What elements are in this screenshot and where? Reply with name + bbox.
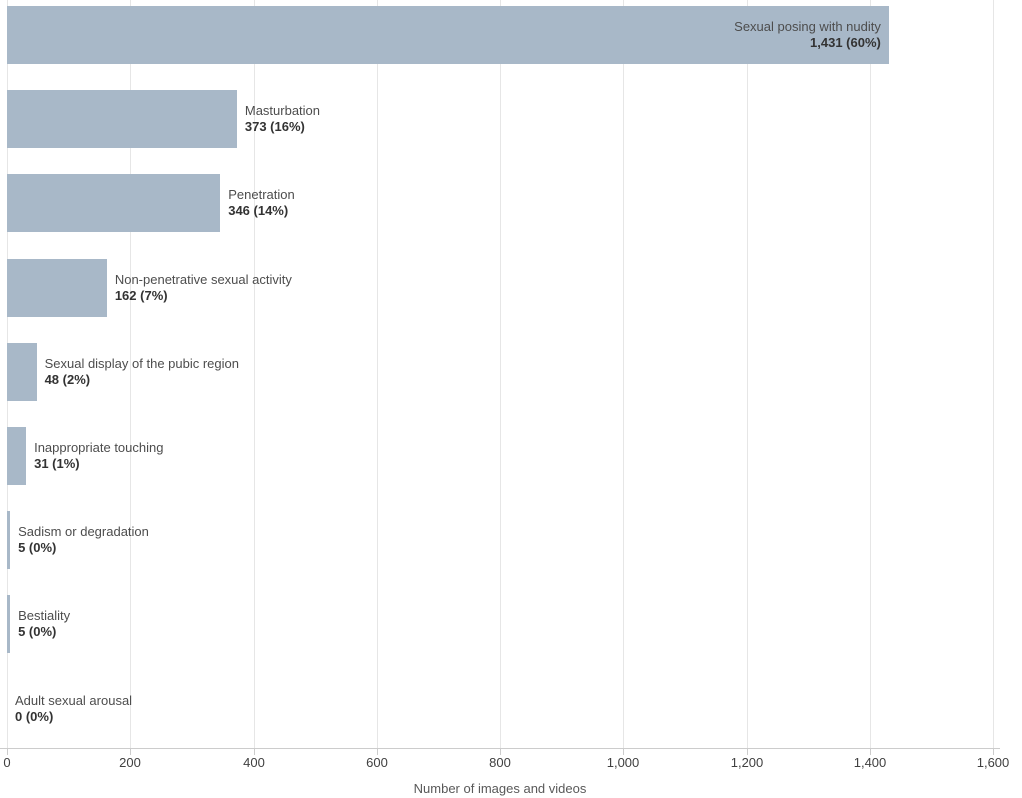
gridline <box>500 0 501 748</box>
bar-label: Sexual display of the pubic region 48 (2%… <box>45 356 239 388</box>
x-axis-tick-label: 1,200 <box>730 755 764 770</box>
gridline <box>130 0 131 748</box>
gridline <box>747 0 748 748</box>
x-axis-tick-label: 1,000 <box>606 755 640 770</box>
gridline <box>377 0 378 748</box>
x-axis-tick-label: 200 <box>119 755 141 770</box>
x-axis-tick <box>747 749 748 755</box>
category-value: 5 (0%) <box>18 624 57 640</box>
x-axis-tick-label: 600 <box>366 755 388 770</box>
gridline <box>254 0 255 748</box>
category-name: Bestiality <box>18 608 71 624</box>
category-value: 162 (7%) <box>114 287 168 303</box>
bar-label: Inappropriate touching 31 (1%) <box>34 440 163 472</box>
x-axis-tick <box>7 749 8 755</box>
bar-sadism-or-degradation[interactable] <box>7 511 11 570</box>
x-axis-tick <box>870 749 871 755</box>
category-name: Sadism or degradation <box>18 524 149 540</box>
bar-label: Masturbation 373 (16%) <box>245 103 320 135</box>
category-name: Sexual display of the pubic region <box>44 355 239 371</box>
bar-label: Sexual posing with nudity 1,431 (60%) <box>734 19 881 51</box>
category-value: 5 (0%) <box>18 540 57 556</box>
category-name: Penetration <box>228 187 295 203</box>
x-axis-tick-label: 1,400 <box>853 755 887 770</box>
gridline <box>623 0 624 748</box>
x-axis-tick-label: 400 <box>243 755 265 770</box>
bar-label: Adult sexual arousal 0 (0%) <box>15 693 132 725</box>
x-axis-tick <box>254 749 255 755</box>
x-axis-tick-label: 800 <box>489 755 511 770</box>
category-value: 373 (16%) <box>244 119 305 135</box>
category-value: 0 (0%) <box>15 708 54 724</box>
bar-label: Sadism or degradation 5 (0%) <box>18 524 149 556</box>
x-axis-tick <box>993 749 994 755</box>
x-axis-tick <box>623 749 624 755</box>
bar-sexual-posing-with-nudity[interactable] <box>7 6 889 64</box>
x-axis-tick <box>500 749 501 755</box>
bar-bestiality[interactable] <box>7 595 11 654</box>
category-name: Non-penetrative sexual activity <box>114 271 292 287</box>
plot-area: Sexual posing with nudity 1,431 (60%) Mast… <box>7 0 994 748</box>
category-value: 31 (1%) <box>34 456 80 471</box>
bar-label: Bestiality 5 (0%) <box>18 608 70 640</box>
bar-label: Non-penetrative sexual activity 162 (7%) <box>115 272 292 304</box>
bar-sexual-display-of-the-pubic-region[interactable] <box>7 342 37 401</box>
bar-non-penetrative-sexual-activity[interactable] <box>7 258 107 317</box>
category-name: Sexual posing with nudity <box>734 19 881 34</box>
bar-masturbation[interactable] <box>7 90 237 149</box>
bar-label: Penetration 346 (14%) <box>228 187 295 219</box>
gridline <box>870 0 871 748</box>
bar-inappropriate-touching[interactable] <box>7 427 27 485</box>
gridline <box>993 0 994 748</box>
x-axis-tick <box>377 749 378 755</box>
x-axis-tick-label: 0 <box>3 755 11 770</box>
category-name: Inappropriate touching <box>34 440 164 455</box>
category-value: 1,431 (60%) <box>810 35 881 50</box>
category-name: Masturbation <box>244 103 321 119</box>
x-axis-title: Number of images and videos <box>413 781 587 796</box>
x-axis-tick-label: 1,600 <box>976 755 1010 770</box>
category-name: Adult sexual arousal <box>15 692 133 708</box>
x-axis-tick <box>130 749 131 755</box>
category-value: 48 (2%) <box>44 371 91 387</box>
category-value: 346 (14%) <box>228 203 289 219</box>
bar-penetration[interactable] <box>7 174 221 233</box>
x-axis-line <box>0 748 1000 749</box>
